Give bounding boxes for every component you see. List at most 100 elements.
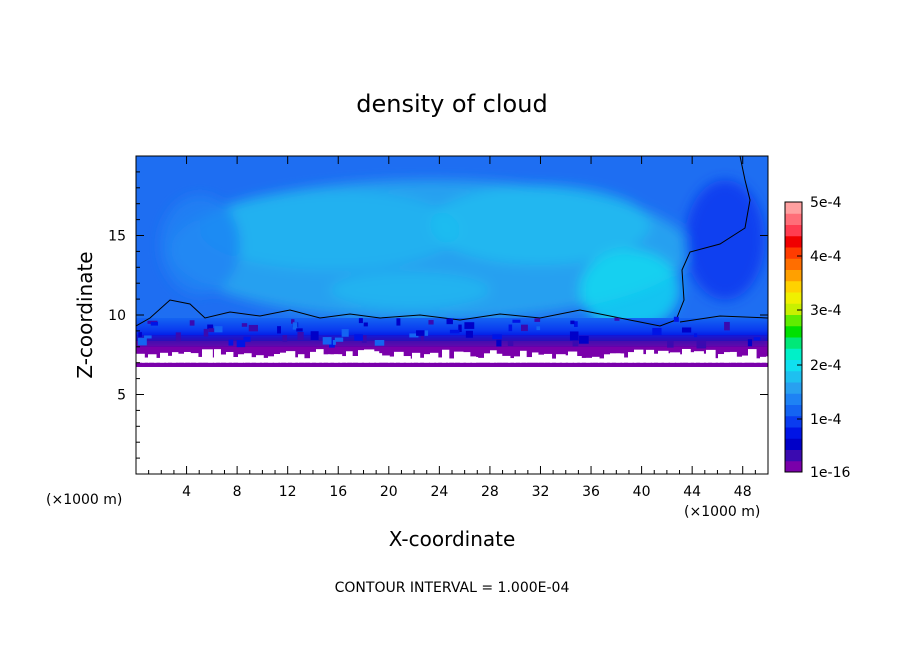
cloud-base-gap: [490, 350, 497, 363]
cloud-base-gap: [256, 355, 264, 363]
cloud-base-gap: [394, 351, 404, 363]
cloud-base-gap: [316, 349, 324, 363]
x-tick-label: 8: [233, 484, 242, 500]
cloud-base-gap: [310, 351, 320, 363]
density-speckle: [374, 339, 385, 346]
colorbar-swatch: [785, 348, 802, 360]
colorbar-swatch: [785, 213, 802, 225]
density-speckle: [409, 333, 419, 338]
density-speckle: [358, 318, 363, 324]
colorbar-swatch: [785, 415, 802, 428]
density-speckle: [570, 320, 575, 325]
cloud-base-gap: [724, 352, 731, 363]
cloud-base-gap: [688, 352, 696, 363]
density-speckle: [534, 318, 541, 322]
colorbar-swatch: [785, 280, 802, 293]
cloud-base-gap: [550, 358, 560, 363]
colorbar-swatch: [785, 460, 802, 473]
density-speckle: [507, 341, 514, 347]
cloud-base-gap: [712, 358, 720, 363]
density-speckle: [341, 329, 349, 337]
colorbar-swatch: [785, 224, 802, 237]
colorbar-swatch: [785, 258, 802, 270]
cloud-base-gap: [388, 356, 396, 363]
cloud-base-gap: [538, 354, 545, 363]
cloud-base-gap: [208, 357, 217, 363]
density-speckle: [208, 328, 215, 333]
density-speckle: [446, 318, 453, 325]
density-speckle: [189, 320, 195, 326]
colorbar: 5e-4 4e-4 3e-4 2e-4 1e-4 1e-16: [784, 195, 850, 481]
cloud-base-gap: [640, 354, 651, 363]
cloud-base-gap: [364, 349, 375, 363]
x-axis-unit-left: (×1000 m): [46, 492, 122, 508]
cloud-base-gap: [508, 358, 516, 363]
colorbar-swatch: [785, 325, 802, 338]
cloud-base-gap: [694, 351, 704, 363]
density-speckle: [296, 328, 303, 332]
density-speckle: [424, 330, 429, 336]
density-speckle: [572, 338, 579, 347]
cloud-base-gap: [436, 357, 446, 363]
colorbar-swatch: [785, 382, 802, 394]
cloud-base-gap: [196, 356, 203, 363]
cloud-base-gap: [454, 351, 464, 363]
cloud-base-gap: [346, 351, 353, 363]
density-speckle: [652, 327, 662, 335]
colorbar-swatch: [785, 202, 802, 214]
cloud-base-gap: [742, 355, 749, 363]
cloud-base-gap: [220, 354, 229, 363]
cloud-base-gap: [166, 355, 176, 363]
cloud-base-gap: [592, 356, 600, 363]
density-speckle: [396, 318, 401, 326]
density-speckle: [332, 339, 336, 345]
density-speckle: [207, 324, 214, 330]
colorbar-swatch: [785, 247, 802, 259]
x-axis: 4 8 12 16 20 24 28 32 36 40 44 48: [148, 156, 756, 500]
cloud-base-gap: [664, 353, 675, 363]
colorbar-swatch: [785, 449, 802, 462]
cloud-base-gap: [418, 357, 429, 363]
cloud-base-gap: [460, 352, 471, 363]
cloud-base-gap: [184, 351, 191, 363]
cloud-base-gap: [148, 354, 157, 363]
cloud-base-gap: [562, 355, 573, 363]
density-speckle: [354, 334, 363, 341]
cloud-base-gap: [376, 353, 383, 363]
colorbar-swatch: [785, 438, 802, 450]
density-speckle: [458, 324, 462, 333]
density-speckle: [277, 326, 281, 334]
cloud-base-gap: [178, 353, 186, 363]
cloud-base-gap: [496, 353, 503, 363]
density-speckle: [667, 340, 674, 348]
cloud-base-gap: [322, 354, 331, 363]
cloud-base-gap: [352, 355, 362, 363]
density-speckle: [724, 321, 730, 331]
density-speckle: [428, 320, 434, 325]
cloud-base-gap: [622, 357, 633, 363]
y-tick-label: 15: [108, 229, 126, 245]
cloud-base-gap: [604, 354, 612, 363]
density-speckle: [241, 323, 248, 327]
x-axis-label: X-coordinate: [389, 527, 516, 551]
cloud-base-gap: [658, 350, 669, 363]
cloud-base-gap: [754, 358, 762, 363]
colorbar-label: 1e-16: [810, 465, 850, 481]
y-tick-label: 5: [117, 388, 126, 404]
cloud-base-gap: [190, 353, 199, 363]
cloud-base-gap: [280, 352, 289, 363]
density-speckle: [508, 324, 513, 332]
density-speckle: [310, 331, 319, 340]
density-speckle: [138, 332, 142, 337]
density-speckle: [536, 326, 541, 331]
x-tick-label: 40: [633, 484, 651, 500]
density-speckle: [464, 322, 475, 329]
cloud-base-gap: [580, 357, 591, 363]
x-tick-label: 48: [734, 484, 752, 500]
cloud-base-gap: [574, 356, 582, 363]
cloud-base-gap: [520, 350, 527, 363]
cloud-base-gap: [244, 353, 252, 363]
cloud-base-gap: [238, 354, 246, 363]
density-speckle: [297, 331, 304, 341]
cloud-density-field: [136, 156, 768, 474]
